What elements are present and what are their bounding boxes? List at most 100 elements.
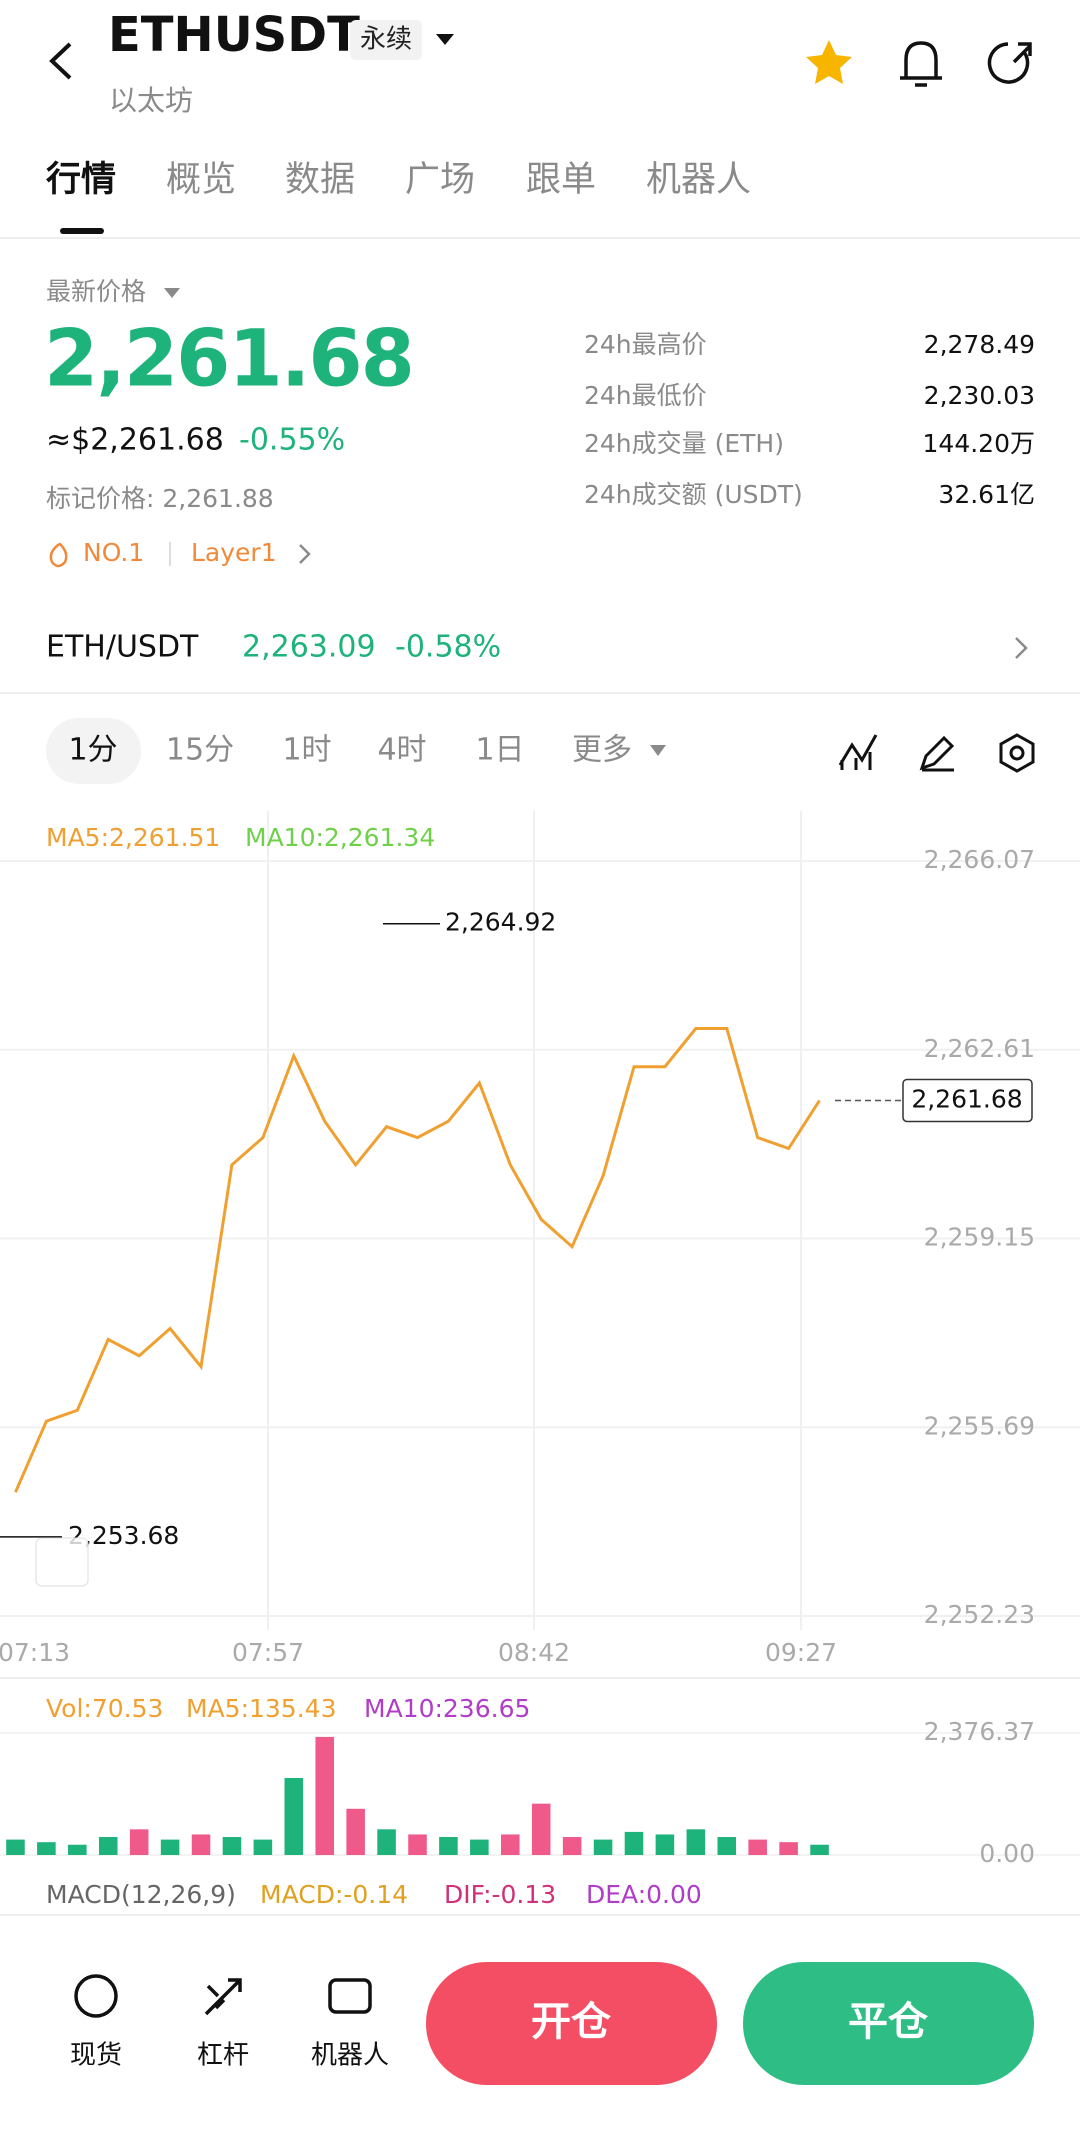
x-tick-label: 07:13 xyxy=(0,1638,70,1667)
volume-bar xyxy=(6,1839,25,1855)
volume-bar xyxy=(222,1837,242,1855)
volume-bar xyxy=(98,1837,118,1855)
volume-bar xyxy=(408,1834,427,1855)
stat-value: 2,230.03 xyxy=(924,381,1035,410)
ma-legend: MA10:2,261.34 xyxy=(245,823,435,852)
last-price-label: 2,261.68 xyxy=(911,1084,1022,1113)
x-tick-label: 07:57 xyxy=(232,1638,304,1667)
volume-bar xyxy=(562,1837,582,1855)
spot-pair: ETH/USDT xyxy=(46,630,199,665)
tag-chevron xyxy=(299,544,311,564)
favorite-star[interactable] xyxy=(806,40,852,84)
tab[interactable]: 跟单 xyxy=(526,160,596,200)
x-tick-label: 09:27 xyxy=(765,1638,837,1667)
symbol-title: ETHUSDT xyxy=(108,7,360,63)
tab-indicator xyxy=(60,228,104,234)
volume-bar xyxy=(253,1839,273,1855)
leverage-icon[interactable] xyxy=(204,1978,242,2016)
interval[interactable]: 1日 xyxy=(475,733,524,768)
open-button-label: 开仓 xyxy=(531,1999,612,2045)
tab[interactable]: 行情 xyxy=(46,160,116,200)
tag[interactable]: Layer1 xyxy=(191,538,277,567)
x-tick-label: 08:42 xyxy=(498,1638,570,1667)
y-tick-label: 2,255.69 xyxy=(924,1411,1035,1440)
spot-change: -0.58% xyxy=(395,630,501,665)
back-button[interactable] xyxy=(49,42,72,80)
price-change: -0.55% xyxy=(239,423,345,458)
interval[interactable]: 15分 xyxy=(166,733,234,768)
interval[interactable]: 1分 xyxy=(68,733,117,768)
volume-bar xyxy=(531,1803,551,1855)
volume-bar xyxy=(68,1844,87,1855)
nav-label[interactable]: 机器人 xyxy=(311,2041,389,2071)
volume-legend: MA5:135.43 xyxy=(186,1694,336,1723)
y-tick-label: 2,376.37 xyxy=(924,1717,1035,1746)
usd-price: ≈$2,261.68 xyxy=(46,423,224,458)
indicator-icon[interactable] xyxy=(838,734,878,770)
symbol-subtitle: 以太坊 xyxy=(109,84,193,117)
volume-legend: Vol:70.53 xyxy=(46,1694,163,1723)
volume-bar xyxy=(810,1844,829,1855)
close-button[interactable] xyxy=(743,1962,1034,2085)
volume-bar xyxy=(315,1736,334,1855)
open-button[interactable] xyxy=(426,1962,717,2085)
tab[interactable]: 数据 xyxy=(285,160,355,200)
volume-bar xyxy=(160,1839,180,1855)
stat-label: 24h最低价 xyxy=(584,381,707,410)
stat-value: 2,278.49 xyxy=(924,330,1035,359)
spot-chevron[interactable] xyxy=(1015,637,1028,659)
badge-dropdown[interactable] xyxy=(436,34,454,45)
price-label-caret xyxy=(164,288,180,298)
volume-bar xyxy=(191,1834,211,1855)
interval[interactable]: 更多 xyxy=(572,733,632,768)
macd-legend: DEA:0.00 xyxy=(586,1880,702,1909)
stat-label: 24h最高价 xyxy=(584,330,707,359)
tab[interactable]: 机器人 xyxy=(646,160,751,200)
settings-dot xyxy=(1009,745,1025,761)
robot-icon[interactable] xyxy=(328,1978,372,2014)
y-tick-label: 2,252.23 xyxy=(924,1600,1035,1629)
tag[interactable]: NO.1 xyxy=(83,538,144,567)
macd-legend: MACD:-0.14 xyxy=(260,1880,408,1909)
contract-badge: 永续 xyxy=(360,25,412,55)
y-tick-label: 2,262.61 xyxy=(924,1034,1035,1063)
volume-bar xyxy=(129,1829,149,1855)
share-icon[interactable] xyxy=(987,42,1032,84)
interval[interactable]: 1时 xyxy=(282,733,331,768)
draw-icon[interactable] xyxy=(919,735,955,772)
last-price-box xyxy=(902,1078,1033,1123)
nav-label[interactable]: 杠杆 xyxy=(197,2041,249,2071)
high-label: 2,264.92 xyxy=(445,908,556,937)
settings-icon[interactable] xyxy=(999,733,1035,773)
spot-icon[interactable] xyxy=(74,1974,118,2018)
stat-label: 24h成交额 (USDT) xyxy=(584,480,803,509)
close-button-label: 平仓 xyxy=(848,1999,929,2045)
stat-value: 32.61亿 xyxy=(938,480,1035,509)
macd-legend: DIF:-0.13 xyxy=(444,1880,556,1909)
volume-bar xyxy=(779,1842,798,1855)
volume-bar xyxy=(748,1839,767,1855)
tab[interactable]: 概览 xyxy=(166,160,236,200)
tab[interactable]: 广场 xyxy=(405,160,475,200)
more-caret xyxy=(650,745,666,756)
volume-bar xyxy=(439,1837,458,1855)
zoom-button[interactable] xyxy=(35,1537,89,1587)
badge-bg xyxy=(350,20,422,60)
stat-value: 144.20万 xyxy=(923,429,1035,458)
volume-bar xyxy=(284,1777,304,1855)
fire-icon xyxy=(49,542,68,568)
volume-bar xyxy=(624,1831,644,1855)
volume-bar xyxy=(593,1839,613,1855)
volume-bar xyxy=(655,1834,675,1855)
volume-bar xyxy=(37,1842,56,1855)
nav-label[interactable]: 现货 xyxy=(70,2041,122,2071)
volume-bar xyxy=(346,1808,365,1855)
macd-legend: MACD(12,26,9) xyxy=(46,1880,236,1909)
interval[interactable]: 4时 xyxy=(377,733,426,768)
bell-icon[interactable] xyxy=(900,41,942,87)
price-label: 最新价格 xyxy=(46,277,146,306)
stat-label: 24h成交量 (ETH) xyxy=(584,429,784,458)
y-tick-label: 2,266.07 xyxy=(924,845,1035,874)
y-tick-label: 0.00 xyxy=(979,1839,1035,1868)
